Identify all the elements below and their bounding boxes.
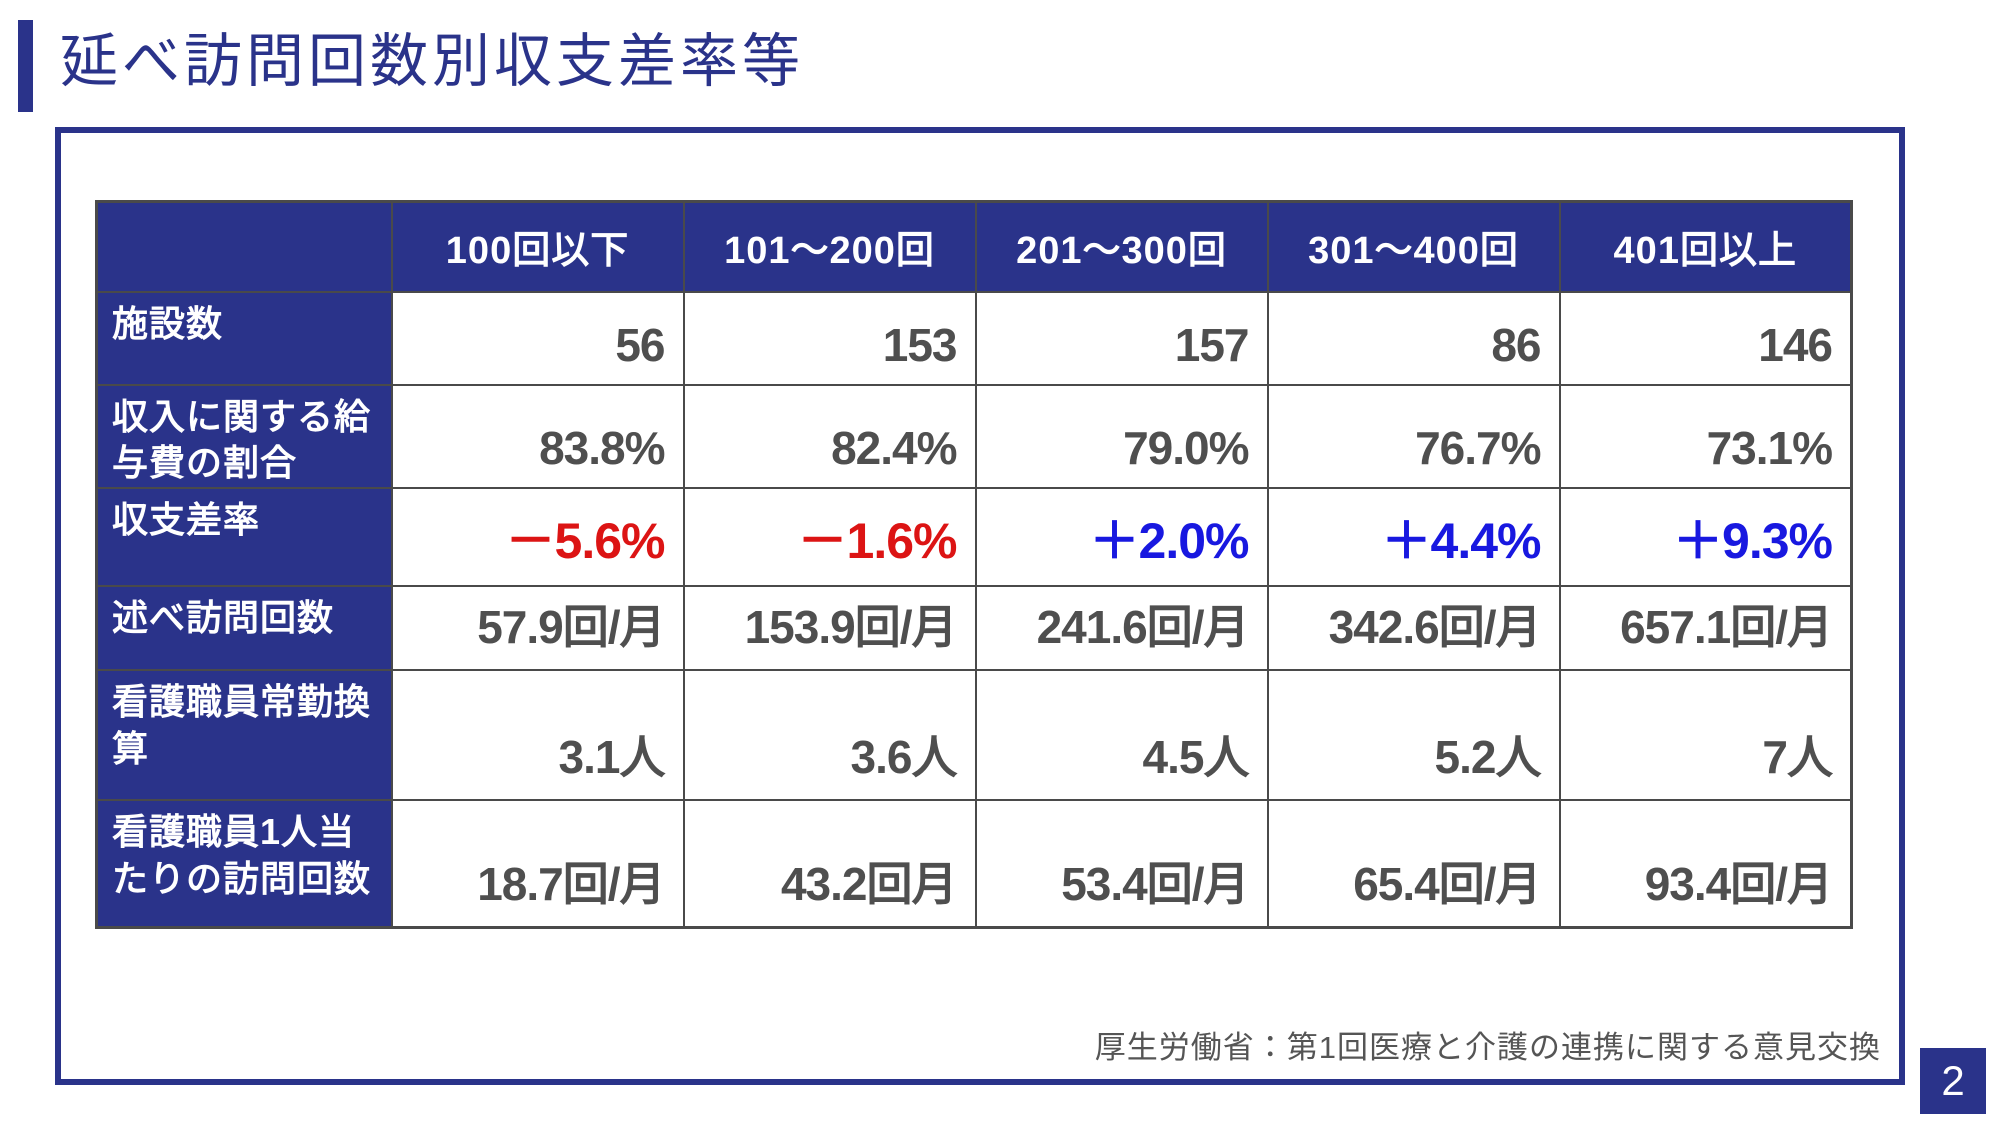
table-row: 看護職員1人当たりの訪問回数 18.7回/月 43.2回月 53.4回/月 65.4回/…: [95, 799, 1853, 929]
cell-value: 4.5人: [974, 669, 1269, 802]
table-header-row: 100回以下 101～200回 201～300回 301～400回 401回以上: [95, 200, 1853, 293]
corner-cell: [95, 200, 393, 293]
cell-value: 57.9回/月: [390, 585, 685, 672]
row-label: 収入に関する給与費の割合: [95, 383, 393, 490]
row-label: 看護職員1人当たりの訪問回数: [95, 799, 393, 929]
cell-value: 83.8%: [390, 383, 685, 490]
page-title: 延べ訪問回数別収支差率等: [60, 29, 805, 94]
cell-value: 79.0%: [974, 383, 1269, 490]
cell-value: 5.2人: [1266, 669, 1561, 802]
cell-value: 18.7回/月: [390, 799, 685, 929]
cell-value: 82.4%: [682, 383, 977, 490]
title-accent-bar: [18, 20, 33, 112]
cell-value: 65.4回/月: [1266, 799, 1561, 929]
column-header: 100回以下: [390, 200, 685, 293]
column-header: 101～200回: [682, 200, 977, 293]
cell-value: 157: [974, 290, 1269, 386]
page-number-badge: 2: [1920, 1048, 1986, 1114]
cell-value: 56: [390, 290, 685, 386]
cell-value: 76.7%: [1266, 383, 1561, 490]
row-label: 収支差率: [95, 487, 393, 588]
cell-value: ＋4.4%: [1266, 487, 1561, 588]
cell-value: 86: [1266, 290, 1561, 386]
data-table: 100回以下 101～200回 201～300回 301～400回 401回以上 施設数…: [95, 200, 1853, 929]
table-row: 収入に関する給与費の割合 83.8% 82.4% 79.0% 76.7% 73.1%: [95, 383, 1853, 490]
content-frame: 100回以下 101～200回 201～300回 301～400回 401回以上 施設数…: [55, 127, 1905, 1085]
cell-value: 657.1回/月: [1558, 585, 1853, 672]
table-row: 述べ訪問回数 57.9回/月 153.9回/月 241.6回/月 342.6回/月 657…: [95, 585, 1853, 672]
cell-value: 153.9回/月: [682, 585, 977, 672]
table-row: 施設数 56 153 157 86 146: [95, 290, 1853, 386]
source-citation: 厚生労働省：第1回医療と介護の連携に関する意見交換: [1094, 1030, 1881, 1065]
cell-value: 146: [1558, 290, 1853, 386]
cell-value: 93.4回/月: [1558, 799, 1853, 929]
column-header: 201～300回: [974, 200, 1269, 293]
cell-value: 3.1人: [390, 669, 685, 802]
cell-value: 342.6回/月: [1266, 585, 1561, 672]
cell-value: 53.4回/月: [974, 799, 1269, 929]
cell-value: －5.6%: [390, 487, 685, 588]
table-row: 看護職員常勤換算 3.1人 3.6人 4.5人 5.2人 7人: [95, 669, 1853, 802]
row-label: 施設数: [95, 290, 393, 386]
cell-value: 7人: [1558, 669, 1853, 802]
column-header: 301～400回: [1266, 200, 1561, 293]
row-label: 述べ訪問回数: [95, 585, 393, 672]
cell-value: ＋2.0%: [974, 487, 1269, 588]
cell-value: －1.6%: [682, 487, 977, 588]
row-label: 看護職員常勤換算: [95, 669, 393, 802]
cell-value: 73.1%: [1558, 383, 1853, 490]
table-row: 収支差率 －5.6% －1.6% ＋2.0% ＋4.4% ＋9.3%: [95, 487, 1853, 588]
cell-value: 3.6人: [682, 669, 977, 802]
cell-value: ＋9.3%: [1558, 487, 1853, 588]
cell-value: 43.2回月: [682, 799, 977, 929]
column-header: 401回以上: [1558, 200, 1853, 293]
cell-value: 241.6回/月: [974, 585, 1269, 672]
cell-value: 153: [682, 290, 977, 386]
